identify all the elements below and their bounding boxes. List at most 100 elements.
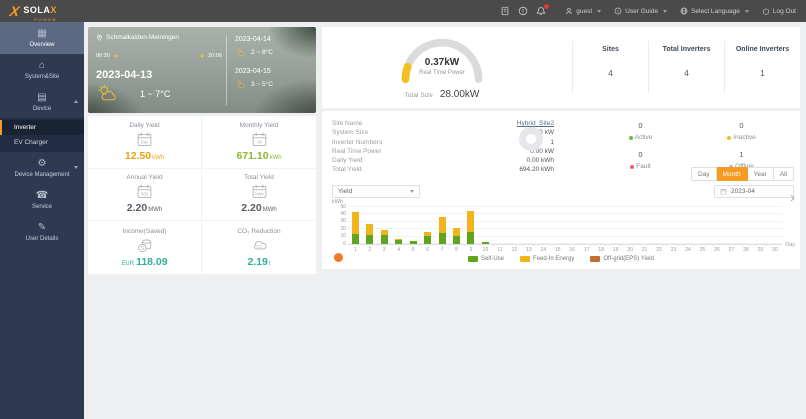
bar-day-15[interactable]	[551, 207, 565, 244]
chevron-down-icon	[663, 9, 668, 13]
range-tabs: Day Month Year All	[690, 167, 794, 181]
sidebar-item-device[interactable]: ▤ Device	[0, 86, 84, 118]
sidebar-item-overview[interactable]: ▦ Overview	[0, 22, 84, 54]
notification-bell-icon[interactable]	[536, 4, 550, 16]
bar-day-3[interactable]	[377, 207, 391, 244]
legend-swatch	[468, 256, 479, 262]
stat-value: 2.19t	[247, 255, 271, 268]
chart-legend: Self-Use Feed-In Energy Off-grid(EPS) Yiel…	[322, 256, 800, 262]
x-tick-label: 23	[670, 247, 677, 253]
solax-x-mark: X	[8, 3, 21, 19]
bar-day-20[interactable]	[623, 207, 637, 244]
chevron-down-icon	[410, 190, 414, 193]
bar-day-2[interactable]	[362, 207, 376, 244]
bar-day-5[interactable]	[406, 207, 420, 244]
legend-self-use: Self-Use	[468, 256, 504, 262]
cloud-sun-icon	[235, 79, 246, 89]
bar-day-4[interactable]	[391, 207, 405, 244]
x-tick-label: 16	[569, 247, 576, 253]
weather-card: Schmalkalden-Meiningen 06:30 20:06 2023-…	[88, 27, 316, 113]
report-icon[interactable]	[500, 6, 510, 16]
range-tab-year[interactable]: Year	[747, 167, 774, 181]
real-time-power-gauge: 0.37kW Real Time Power	[342, 33, 542, 83]
next-site-arrow[interactable]: ›	[790, 189, 795, 206]
x-tick-label: 18	[598, 247, 604, 253]
y-tick-label: 40	[340, 210, 346, 217]
bar-segment-feed-in-energy	[366, 224, 374, 236]
language-menu[interactable]: Select Language	[680, 7, 749, 15]
bar-day-13[interactable]	[522, 207, 536, 244]
x-tick-label: 15	[555, 247, 561, 253]
bar-day-22[interactable]	[652, 207, 666, 244]
bar-day-28[interactable]	[739, 207, 753, 244]
range-tab-all[interactable]: All	[773, 167, 794, 181]
bar-day-24[interactable]	[681, 207, 695, 244]
bar-day-21[interactable]	[637, 207, 651, 244]
person-icon	[566, 7, 573, 15]
bar-day-18[interactable]	[594, 207, 608, 244]
brand-sub: POWER	[34, 16, 57, 22]
sidebar-item-service[interactable]: ☎ Service	[0, 184, 84, 216]
range-tab-month[interactable]: Month	[716, 167, 748, 181]
y-tick-label: 30	[340, 218, 346, 225]
bar-day-10[interactable]	[478, 207, 492, 244]
floating-feedback-dot[interactable]	[334, 253, 343, 262]
status-offline: 1Offline	[691, 150, 792, 170]
stat-value: 2.20MWh	[126, 202, 163, 215]
bar-day-17[interactable]	[580, 207, 594, 244]
chevron-down-icon	[74, 166, 78, 169]
svg-text:30: 30	[257, 139, 262, 144]
bar-day-8[interactable]	[449, 207, 463, 244]
bar-day-29[interactable]	[753, 207, 767, 244]
bar-day-30[interactable]	[768, 207, 782, 244]
chart-x-axis-unit: Day	[785, 242, 795, 248]
power-icon	[762, 7, 769, 15]
globe-icon	[680, 7, 688, 15]
sidebar-item-user-details[interactable]: ✎ User Details	[0, 216, 84, 248]
x-tick-label: 6	[426, 247, 429, 253]
yield-bar-chart: 0 10 20 30 40 50	[340, 204, 782, 247]
sidebar-subitem-ev-charger[interactable]: EV Charger	[14, 139, 48, 146]
bar-day-26[interactable]	[710, 207, 724, 244]
sunrise-icon	[112, 52, 120, 60]
date-picker[interactable]: 2023-04	[714, 185, 794, 198]
chevron-up-icon	[74, 100, 78, 103]
site-icon: ⌂	[38, 60, 46, 71]
fleet-kpis: Sites 4 Total Inverters 4 Online Inverters 1	[572, 41, 800, 93]
bar-day-1[interactable]	[348, 207, 362, 244]
stat-value: EUR 118.09	[121, 255, 168, 268]
bar-day-25[interactable]	[695, 207, 709, 244]
bar-day-12[interactable]	[507, 207, 521, 244]
bar-day-9[interactable]	[464, 207, 478, 244]
bar-day-23[interactable]	[666, 207, 680, 244]
logout-button[interactable]: Log Out	[762, 7, 796, 15]
yield-select[interactable]: Yield	[332, 185, 420, 198]
money-icon: S	[136, 237, 153, 254]
warning-icon[interactable]	[518, 6, 528, 16]
user-menu[interactable]: guest	[565, 7, 602, 15]
sunset-time: 20:06	[198, 52, 222, 60]
range-tab-day[interactable]: Day	[690, 167, 717, 181]
bar-day-16[interactable]	[565, 207, 579, 244]
chevron-down-icon	[744, 9, 749, 13]
total-size: Total Size 28.00kW	[404, 89, 480, 100]
bar-day-27[interactable]	[724, 207, 738, 244]
bar-day-6[interactable]	[420, 207, 434, 244]
calendar-total-icon: kWh	[251, 183, 268, 200]
bar-day-19[interactable]	[608, 207, 622, 244]
bar-day-7[interactable]	[435, 207, 449, 244]
bar-segment-self-use	[467, 231, 475, 244]
sidebar-item-device-management[interactable]: ⚙ Device Management	[0, 152, 84, 184]
site-name-link[interactable]: Hybrid_Site2	[516, 120, 554, 127]
calendar-icon	[720, 188, 727, 195]
y-tick-label: 20	[340, 225, 346, 232]
stat-card-total-yield: Total Yield kWh 2.20MWh	[202, 169, 316, 222]
sidebar-subitem-inverter[interactable]: Inverter	[0, 120, 84, 135]
kpi-total-inverters: Total Inverters 4	[648, 41, 724, 93]
user-guide-menu[interactable]: User Guide	[614, 7, 668, 15]
sidebar-item-system-site[interactable]: ⌂ System&Site	[0, 54, 84, 86]
overview-icon: ▦	[37, 28, 47, 39]
bar-day-14[interactable]	[536, 207, 550, 244]
bar-day-11[interactable]	[493, 207, 507, 244]
x-tick-label: 2	[368, 247, 372, 253]
